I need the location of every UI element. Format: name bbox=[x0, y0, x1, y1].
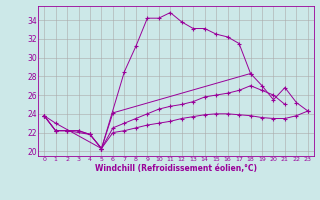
X-axis label: Windchill (Refroidissement éolien,°C): Windchill (Refroidissement éolien,°C) bbox=[95, 164, 257, 173]
